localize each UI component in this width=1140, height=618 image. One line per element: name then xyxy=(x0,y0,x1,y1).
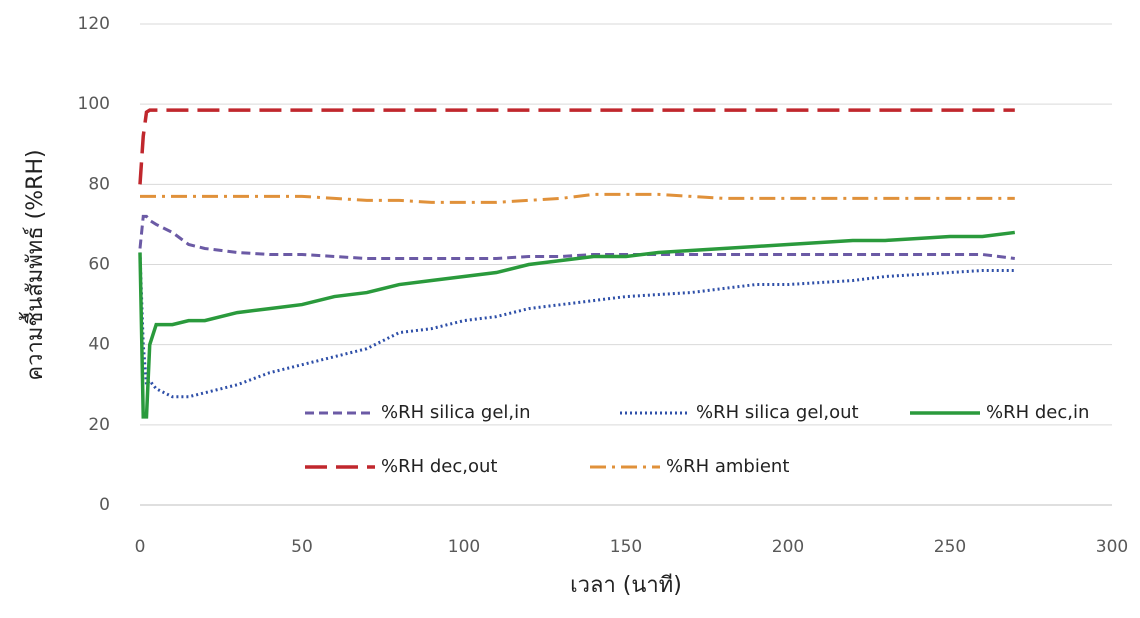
series-line xyxy=(138,108,1015,185)
legend-label: %RH ambient xyxy=(666,456,789,477)
series-line xyxy=(138,214,1015,260)
x-tick-label: 200 xyxy=(772,537,804,557)
legend-label: %RH dec,out xyxy=(381,456,497,477)
x-tick-label: 250 xyxy=(934,537,966,557)
legend-label: %RH dec,in xyxy=(986,402,1089,423)
x-tick-label: 150 xyxy=(610,537,642,557)
x-tick-label: 300 xyxy=(1096,537,1128,557)
y-tick-label: 20 xyxy=(88,415,110,435)
legend-label: %RH silica gel,out xyxy=(696,402,859,423)
y-axis-title: ความชื้นสัมพัทธ์ (%RH) xyxy=(19,149,48,380)
y-tick-label: 100 xyxy=(78,94,110,114)
series-line xyxy=(140,192,1015,204)
y-tick-label: 120 xyxy=(78,14,110,34)
y-tick-label: 80 xyxy=(88,174,110,194)
x-tick-label: 100 xyxy=(448,537,480,557)
x-tick-label: 0 xyxy=(135,537,146,557)
y-tick-label: 40 xyxy=(88,335,110,355)
x-axis-title: เวลา (นาที) xyxy=(570,573,682,598)
x-tick-label: 50 xyxy=(291,537,313,557)
y-tick-label: 60 xyxy=(88,255,110,275)
series-line xyxy=(138,230,1016,419)
series-line xyxy=(138,252,1015,399)
y-tick-label: 0 xyxy=(99,495,110,515)
legend-label: %RH silica gel,in xyxy=(381,402,531,423)
